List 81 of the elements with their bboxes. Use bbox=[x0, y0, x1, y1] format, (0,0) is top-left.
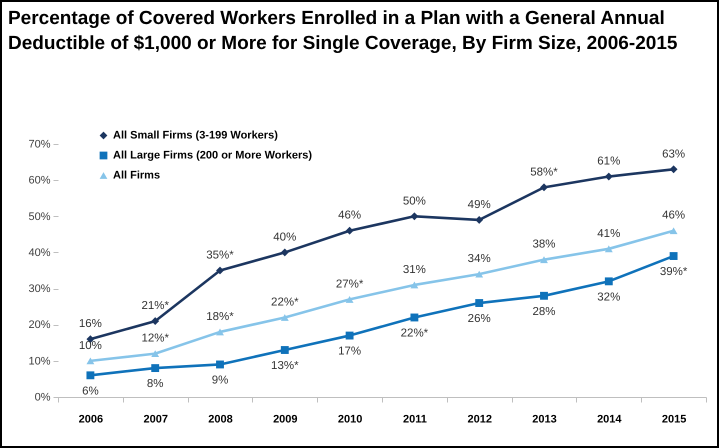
point bbox=[410, 314, 418, 322]
data-label: 46% bbox=[662, 210, 686, 222]
data-label: 40% bbox=[273, 231, 296, 244]
point bbox=[604, 172, 613, 180]
x-tick-label: 2013 bbox=[532, 414, 557, 426]
point bbox=[151, 364, 160, 372]
x-tick-label: 2015 bbox=[662, 414, 686, 426]
data-label: 58%* bbox=[530, 166, 558, 178]
data-label: 46% bbox=[338, 210, 362, 222]
point bbox=[540, 292, 548, 300]
data-label: 38% bbox=[532, 238, 556, 251]
y-tick-label: 10% bbox=[28, 355, 51, 368]
data-label: 61% bbox=[597, 156, 620, 168]
data-label: 26% bbox=[468, 313, 491, 326]
data-label: 22%* bbox=[271, 296, 300, 308]
point bbox=[475, 270, 484, 278]
data-label: 18%* bbox=[206, 310, 234, 323]
data-label: 13%* bbox=[271, 360, 300, 372]
x-tick-label: 2011 bbox=[402, 414, 427, 426]
data-label: 17% bbox=[338, 346, 362, 358]
point bbox=[475, 216, 484, 224]
point bbox=[280, 314, 289, 321]
point bbox=[604, 245, 613, 252]
data-label: 21%* bbox=[141, 300, 170, 312]
legend-label: All Firms bbox=[113, 170, 160, 182]
point bbox=[151, 350, 160, 358]
x-tick-label: 2008 bbox=[208, 414, 233, 426]
data-label: 49% bbox=[468, 198, 491, 211]
y-tick-label: 50% bbox=[28, 210, 51, 223]
data-label: 10% bbox=[78, 340, 102, 352]
chart-title: Percentage of Covered Workers Enrolled in a Plan with a General Annual Deductible of $1,000 or More for Single Coverage, By Firm Size, 2006-2015 bbox=[8, 7, 678, 56]
point bbox=[540, 183, 548, 192]
data-label: 63% bbox=[662, 148, 686, 160]
data-label: 16% bbox=[78, 318, 102, 330]
data-label: 8% bbox=[146, 378, 164, 390]
data-label: 28% bbox=[532, 306, 556, 318]
legend-label: All Small Firms (3-199 Workers) bbox=[113, 130, 278, 142]
legend-label: All Large Firms (200 or More Workers) bbox=[113, 150, 312, 162]
point bbox=[670, 252, 678, 260]
data-label: 50% bbox=[402, 195, 426, 208]
x-tick-label: 2009 bbox=[273, 414, 298, 426]
x-tick-label: 2007 bbox=[143, 414, 168, 426]
point bbox=[346, 226, 354, 235]
data-label: 32% bbox=[597, 291, 620, 304]
point bbox=[216, 266, 224, 274]
point bbox=[346, 296, 354, 303]
data-label: 34% bbox=[468, 253, 491, 266]
point bbox=[86, 357, 94, 364]
point bbox=[604, 277, 613, 286]
point bbox=[540, 256, 548, 264]
x-tick-label: 2014 bbox=[597, 414, 622, 426]
data-label: 9% bbox=[212, 374, 228, 386]
data-label: 31% bbox=[402, 264, 426, 276]
data-label: 22%* bbox=[400, 327, 429, 340]
y-tick-label: 20% bbox=[28, 319, 51, 332]
point bbox=[475, 299, 484, 307]
data-label: 27%* bbox=[336, 278, 364, 290]
y-tick-label: 40% bbox=[28, 246, 51, 259]
data-label: 12%* bbox=[141, 332, 170, 345]
point bbox=[280, 346, 289, 354]
y-tick-label: 30% bbox=[28, 283, 51, 296]
data-label: 6% bbox=[82, 385, 99, 398]
x-tick-label: 2010 bbox=[338, 414, 362, 426]
x-tick-label: 2006 bbox=[78, 414, 104, 426]
point bbox=[216, 360, 224, 368]
point bbox=[410, 212, 418, 220]
y-tick-label: 0% bbox=[34, 392, 51, 404]
data-label: 41% bbox=[597, 228, 620, 240]
point bbox=[216, 328, 224, 336]
y-tick-label: 60% bbox=[28, 174, 51, 187]
data-label: 35%* bbox=[206, 250, 234, 262]
point bbox=[151, 317, 160, 326]
point bbox=[410, 282, 418, 288]
x-tick-label: 2012 bbox=[467, 414, 492, 426]
point bbox=[280, 248, 289, 256]
y-tick-label: 70% bbox=[28, 138, 51, 150]
point bbox=[86, 371, 94, 380]
point bbox=[670, 227, 678, 234]
data-label: 39%* bbox=[660, 266, 688, 278]
point bbox=[670, 165, 678, 174]
point bbox=[346, 332, 354, 340]
